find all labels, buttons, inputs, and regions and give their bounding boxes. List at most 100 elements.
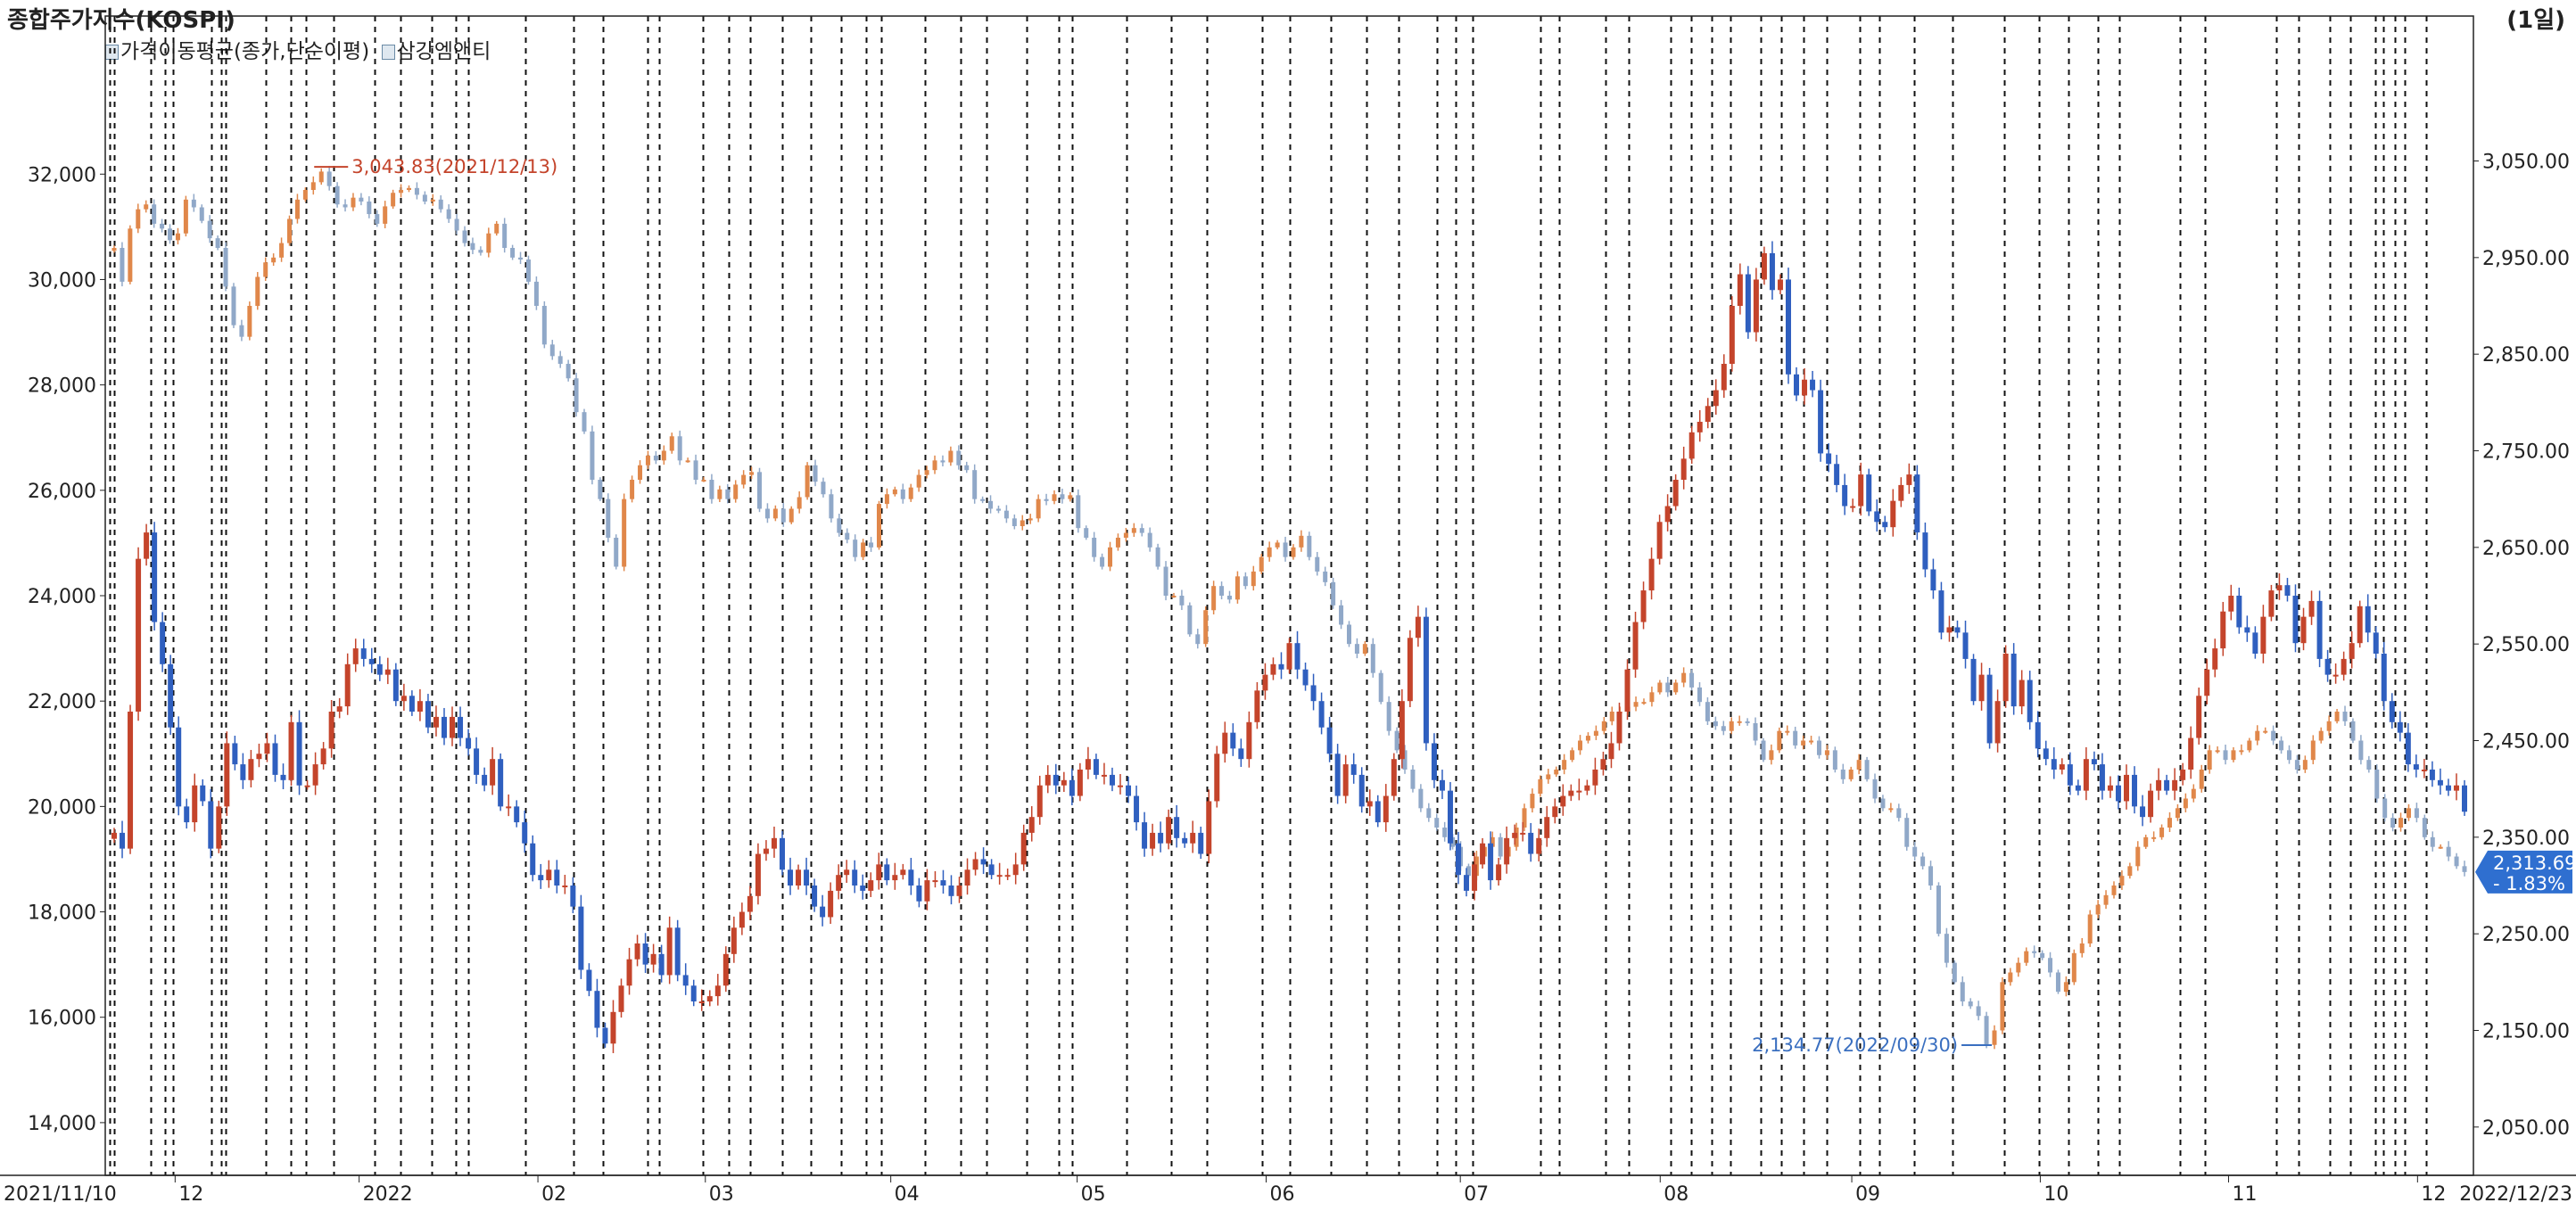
candle-up (2107, 785, 2113, 791)
candle-up (948, 450, 954, 463)
candle-down (2454, 856, 2459, 867)
candle-up (1848, 770, 1854, 779)
candle-down (231, 286, 236, 325)
candle-up (1753, 279, 1759, 333)
candle-up (747, 895, 753, 912)
candle-down (392, 669, 399, 702)
chart-title: 종합주가지수(KOSPI) (7, 7, 235, 34)
period-label[interactable]: (1일) (2506, 7, 2565, 34)
candle-up (1657, 682, 1663, 693)
candle-down (2244, 627, 2250, 633)
candle-up (733, 484, 739, 499)
candle-down (804, 869, 810, 886)
candle-up (739, 911, 745, 928)
candle-up (2079, 943, 2085, 953)
candle-up (433, 716, 439, 728)
candle-down (152, 532, 158, 622)
candle-down (2390, 818, 2396, 828)
candle-up (2151, 836, 2157, 839)
candle-down (2067, 764, 2073, 786)
candle-down (725, 489, 731, 499)
candle-up (661, 450, 666, 461)
candle-up (1020, 520, 1025, 526)
candle-down (1753, 723, 1758, 741)
candle-down (845, 532, 850, 540)
candle-up (263, 262, 268, 277)
candle-down (367, 202, 372, 215)
right-tick-label: 2,850.00 (2482, 344, 2570, 367)
last-change-label: - 1.83% (2493, 873, 2565, 894)
candle-down (956, 450, 962, 465)
legend-item-moving-average[interactable]: 가격이동평균(종가,단순이평) (105, 40, 369, 63)
candle-down (1109, 774, 1115, 786)
candle-up (302, 190, 308, 200)
candle-down (1464, 875, 1470, 891)
candle-up (1906, 474, 1912, 485)
candle-up (2215, 750, 2220, 753)
candle-up (2191, 788, 2196, 799)
candle-up (1108, 547, 1113, 567)
candle-up (1234, 576, 1240, 600)
candle-up (1522, 808, 1527, 828)
candle-down (1370, 644, 1375, 673)
candle-up (1640, 590, 1647, 622)
candle-down (518, 257, 524, 260)
candle-up (2247, 740, 2252, 751)
candle-up (1490, 836, 1495, 847)
candle-up (450, 716, 456, 738)
candle-down (1003, 510, 1009, 519)
candle-down (1044, 498, 1049, 501)
candle-down (578, 906, 584, 970)
candle-up (144, 204, 149, 210)
candle-down (709, 480, 714, 499)
candle-down (1834, 464, 1840, 485)
candle-up (763, 848, 769, 854)
candle-up (1809, 740, 1814, 743)
x-tick-label: 09 (1855, 1183, 1880, 1206)
candle-up (1036, 785, 1043, 818)
candle-down (409, 696, 415, 712)
candle-down (541, 306, 547, 345)
candle-up (771, 837, 777, 849)
candle-down (821, 482, 826, 495)
candle-down (1431, 743, 1437, 780)
candle-down (2405, 732, 2411, 765)
candle-up (1004, 875, 1011, 877)
candle-down (1976, 1006, 1981, 1017)
candle-down (1402, 750, 1408, 770)
candle-up (1171, 596, 1177, 597)
candle-down (964, 465, 970, 471)
candle-down (1745, 274, 1751, 333)
candle-down (359, 197, 364, 202)
candle-down (813, 465, 818, 482)
candle-down (2366, 760, 2372, 770)
candle-up (630, 480, 635, 499)
candle-down (1126, 785, 1132, 796)
candle-up (2276, 585, 2283, 591)
x-start-label: 2021/11/10 (4, 1183, 117, 1206)
candle-up (2199, 770, 2204, 789)
low-annotation: 2,134.77(2022/09/30) (1752, 1034, 1958, 1056)
candle-up (2357, 606, 2363, 644)
candle-up (669, 436, 674, 451)
candle-down (240, 764, 246, 780)
candle-up (2308, 600, 2315, 617)
left-tick-label: 20,000 (28, 796, 96, 819)
candle-down (2223, 750, 2228, 761)
candle-up (2268, 590, 2275, 617)
candle-down (1769, 252, 1775, 291)
candle-up (2188, 737, 2194, 770)
annotations: 3,043.83(2021/12/13) 2,134.77(2022/09/30… (314, 156, 2576, 1056)
candle-up (1190, 832, 1196, 844)
candle-up (610, 1011, 616, 1044)
candle-down (120, 248, 125, 282)
candle-up (2167, 818, 2173, 828)
candle-down (566, 364, 571, 379)
candle-down (1334, 754, 1341, 796)
legend-item-stock[interactable]: 삼강엠앤티 (381, 40, 491, 63)
candle-up (1166, 817, 1172, 844)
candle-up (2406, 808, 2411, 819)
candle-up (1992, 1030, 1997, 1045)
x-tick-label: 10 (2043, 1183, 2068, 1206)
